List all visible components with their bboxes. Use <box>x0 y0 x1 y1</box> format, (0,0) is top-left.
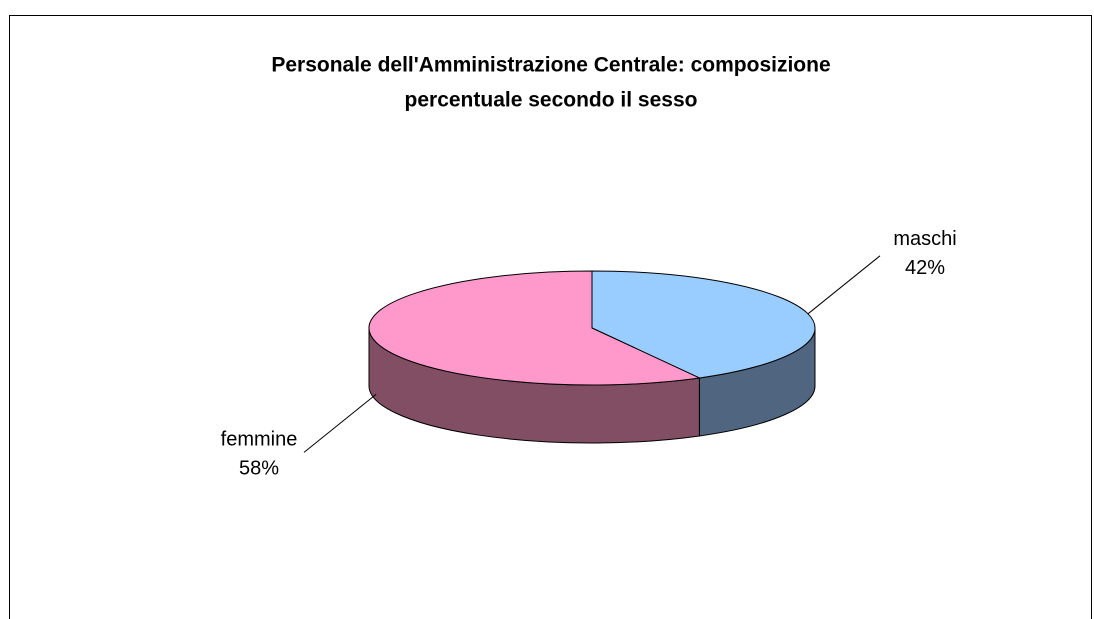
chart-title: percentuale secondo il sesso <box>405 89 698 112</box>
pie-slice <box>591 270 816 379</box>
category-label: femmine <box>221 429 298 451</box>
value-label: 42% <box>905 257 945 279</box>
category-label: maschi <box>893 228 956 250</box>
value-label: 58% <box>239 458 279 480</box>
pie-slice <box>368 270 702 386</box>
leader-line <box>303 393 377 453</box>
leader-line <box>807 255 881 315</box>
chart-title: Personale dell'Amministrazione Centrale:… <box>271 54 830 77</box>
